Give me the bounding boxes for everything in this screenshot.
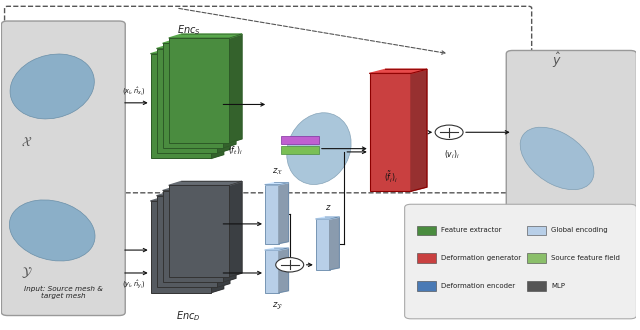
FancyBboxPatch shape <box>417 281 436 291</box>
Polygon shape <box>265 248 289 250</box>
Text: $(\tilde{f}_i)_i$: $(\tilde{f}_i)_i$ <box>383 170 397 184</box>
Polygon shape <box>229 34 242 143</box>
Polygon shape <box>279 248 289 293</box>
Polygon shape <box>217 192 230 287</box>
Text: $(f_t)_i$: $(f_t)_i$ <box>228 144 243 156</box>
Text: Output: Deformed mesh: Output: Deformed mesh <box>519 265 623 274</box>
FancyBboxPatch shape <box>316 219 330 270</box>
FancyBboxPatch shape <box>506 50 636 293</box>
Polygon shape <box>211 50 223 158</box>
Text: $Enc_S$: $Enc_S$ <box>177 23 200 37</box>
FancyBboxPatch shape <box>163 43 223 148</box>
FancyBboxPatch shape <box>150 201 211 293</box>
Text: MLP: MLP <box>551 283 565 289</box>
Polygon shape <box>411 69 427 191</box>
Circle shape <box>276 258 303 272</box>
FancyBboxPatch shape <box>1 21 125 315</box>
FancyBboxPatch shape <box>150 54 211 158</box>
Text: $z_\mathcal{Y}$: $z_\mathcal{Y}$ <box>271 301 282 312</box>
Text: $Enc_D$: $Enc_D$ <box>177 309 201 323</box>
Text: $(x_i, \hat{n}_{x_i})$: $(x_i, \hat{n}_{x_i})$ <box>122 85 146 98</box>
Polygon shape <box>211 197 223 293</box>
FancyBboxPatch shape <box>527 281 546 291</box>
FancyBboxPatch shape <box>157 196 217 287</box>
Text: Deformation encoder: Deformation encoder <box>442 283 516 289</box>
FancyBboxPatch shape <box>169 38 229 143</box>
FancyBboxPatch shape <box>281 146 319 153</box>
Text: $(y_i, \hat{n}_{y_i})$: $(y_i, \hat{n}_{y_i})$ <box>122 278 146 291</box>
Text: $z_\mathcal{X}$: $z_\mathcal{X}$ <box>271 167 282 177</box>
Polygon shape <box>157 45 230 49</box>
FancyBboxPatch shape <box>404 204 636 319</box>
FancyBboxPatch shape <box>157 49 217 153</box>
Polygon shape <box>370 69 427 73</box>
FancyBboxPatch shape <box>169 185 229 277</box>
Polygon shape <box>169 34 242 38</box>
Polygon shape <box>223 39 236 148</box>
Text: Feature extractor: Feature extractor <box>442 227 502 233</box>
Polygon shape <box>217 45 230 153</box>
Text: Global encoding: Global encoding <box>551 227 607 233</box>
Polygon shape <box>157 192 230 196</box>
Polygon shape <box>265 183 289 184</box>
Polygon shape <box>316 217 339 219</box>
Text: Source feature field: Source feature field <box>551 255 620 261</box>
Ellipse shape <box>520 127 594 190</box>
Text: Deformation generator: Deformation generator <box>442 255 522 261</box>
Text: $(v_i)_i$: $(v_i)_i$ <box>444 148 460 161</box>
Text: $\mathcal{Y}$: $\mathcal{Y}$ <box>21 265 33 280</box>
FancyBboxPatch shape <box>527 225 546 235</box>
Polygon shape <box>150 50 223 54</box>
FancyBboxPatch shape <box>370 73 411 191</box>
FancyBboxPatch shape <box>163 190 223 282</box>
FancyBboxPatch shape <box>417 225 436 235</box>
Polygon shape <box>223 186 236 282</box>
FancyBboxPatch shape <box>527 253 546 263</box>
Polygon shape <box>163 39 236 43</box>
Polygon shape <box>163 186 236 190</box>
Polygon shape <box>279 183 289 244</box>
FancyBboxPatch shape <box>281 136 319 144</box>
Polygon shape <box>169 182 242 185</box>
Text: Input: Source mesh &
target mesh: Input: Source mesh & target mesh <box>24 286 103 299</box>
Text: $z$: $z$ <box>324 204 331 213</box>
FancyBboxPatch shape <box>265 250 279 293</box>
Polygon shape <box>330 217 339 270</box>
Text: $\hat{y}$: $\hat{y}$ <box>552 51 562 70</box>
Ellipse shape <box>287 113 351 184</box>
Ellipse shape <box>10 54 94 119</box>
FancyBboxPatch shape <box>417 253 436 263</box>
Ellipse shape <box>10 200 95 261</box>
Text: $\mathcal{X}$: $\mathcal{X}$ <box>21 136 33 148</box>
Circle shape <box>435 125 463 140</box>
FancyBboxPatch shape <box>265 184 279 244</box>
Polygon shape <box>229 182 242 277</box>
Polygon shape <box>150 197 223 201</box>
